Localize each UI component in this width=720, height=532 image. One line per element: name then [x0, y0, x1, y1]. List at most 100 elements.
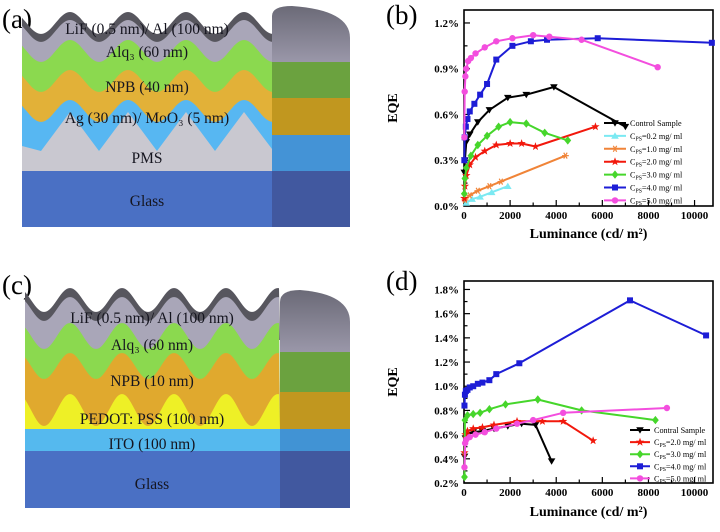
- side-ag-moo3: [272, 135, 350, 171]
- side-cap: [280, 290, 350, 352]
- y-tick-label: 0.3%: [434, 155, 459, 167]
- layer-label-lif-al: LiF (0.5 nm)/ Al (100 nm): [65, 21, 229, 38]
- layer-glass: [22, 171, 272, 227]
- layer-label-ito: ITO (100 nm): [109, 436, 196, 453]
- x-tick-label: 0: [461, 210, 467, 222]
- side-glass: [280, 451, 350, 508]
- chart-eqe-vs-luminance-pedot: 0 2000 4000 6000 8000 10000 0.2% 0.4% 0.6% 0.8% 1.…: [386, 280, 714, 520]
- layer-label-pedot-pss: PEDOT: PSS (100 nm): [80, 411, 224, 428]
- layer-label-lif-al: LiF (0.5 nm)/ Al (100 nm): [70, 310, 234, 327]
- legend-label: Contral Sample: [654, 426, 706, 435]
- legend-entry-control-sample: Control Sample: [604, 119, 682, 128]
- side-ito: [280, 429, 350, 451]
- panel-label-d: (d): [386, 266, 418, 296]
- device-diagram-pms: LiF (0.5 nm)/ Al (100 nm) Alq₃ (60 nm) N…: [22, 6, 350, 227]
- y-tick-label: 1.2%: [434, 18, 459, 30]
- layer-label-pms: PMS: [131, 150, 162, 167]
- legend-entry-cps-1.0: CPS=1.0 mg/ ml: [604, 145, 683, 156]
- layer-label-glass: Glass: [130, 193, 164, 210]
- layer-label-npb: NPB (10 nm): [110, 373, 194, 390]
- x-tick-label: 8000: [637, 210, 660, 222]
- legend-entry-cps-5.0: CPS=5.0 mg/ ml: [630, 474, 707, 485]
- series-cps-4.0: [461, 297, 710, 409]
- x-axis-title: Luminance (cd/ m²): [530, 505, 648, 520]
- series-cps-5.0: [461, 31, 661, 141]
- legend-entry-cps-2.0: CPS=2.0 mg/ ml: [604, 157, 683, 169]
- legend-label: CPS=3.0 mg/ ml: [654, 450, 707, 461]
- panel-label-c: (c): [2, 270, 32, 300]
- legend-entry-cps-5.0: CPS=5.0 mg/ ml: [604, 196, 683, 207]
- x-tick-label: 2000: [499, 210, 521, 222]
- layer-ito: [25, 429, 280, 451]
- chart-eqe-vs-luminance-pms: 0 2000 4000 6000 8000 10000 0.0% 0.3% 0.6% 0.9% 1.…: [386, 9, 715, 242]
- x-tick-label: 0: [461, 487, 467, 499]
- x-tick-label: 8000: [637, 487, 660, 499]
- y-tick-label: 0.9%: [434, 64, 459, 76]
- layer-label-alq3: Alq₃ (60 nm): [106, 44, 188, 61]
- legend: Control Sample CPS=0.2 mg/ ml CPS=1.0 mg/ …: [604, 119, 683, 207]
- x-axis-title: Luminance (cd/ m²): [530, 227, 648, 242]
- series-cps-3.0: [460, 117, 572, 198]
- series-cps-4.0: [461, 35, 715, 164]
- y-tick-label: 0.6%: [434, 430, 459, 442]
- legend-entry-cps-3.0: CPS=3.0 mg/ ml: [630, 450, 707, 461]
- y-tick-label: 0.4%: [434, 454, 459, 466]
- layer-pedot-pss: [25, 394, 280, 430]
- side-alq3: [272, 62, 350, 98]
- y-tick-label: 0.2%: [434, 478, 459, 490]
- device-c-layers: [25, 288, 350, 508]
- plot-border: [463, 280, 714, 484]
- x-tick-label: 4000: [545, 487, 568, 499]
- y-tick-label: 1.2%: [434, 357, 459, 369]
- legend-label: CPS=5.0 mg/ ml: [654, 474, 707, 485]
- axes: 0 2000 4000 6000 8000 10000 0.2% 0.4% 0.6% 0.8% 1.…: [434, 280, 714, 499]
- y-tick-label: 0.6%: [434, 109, 459, 121]
- legend-entry-cps-0.2: CPS=0.2 mg/ ml: [604, 132, 683, 143]
- legend-label: CPS=4.0 mg/ ml: [654, 462, 707, 473]
- y-tick-label: 1.8%: [434, 284, 459, 296]
- series-cps-0.2: [462, 182, 512, 206]
- x-tick-label: 6000: [591, 210, 614, 222]
- legend-label: CPS=2.0 mg/ ml: [654, 438, 707, 449]
- legend-entry-cps-3.0: CPS=3.0 mg/ ml: [604, 170, 683, 181]
- legend-label: CPS=2.0 mg/ ml: [630, 158, 683, 169]
- legend-entry-cps-2.0: CPS=2.0 mg/ ml: [630, 437, 707, 449]
- legend-entry-contral-sample: Contral Sample: [630, 426, 706, 435]
- y-tick-label: 0.0%: [434, 201, 459, 213]
- layer-label-npb: NPB (40 nm): [105, 79, 189, 96]
- legend-entry-cps-4.0: CPS=4.0 mg/ ml: [630, 462, 707, 473]
- y-tick-label: 0.8%: [434, 405, 459, 417]
- panel-label-b: (b): [386, 0, 418, 30]
- x-tick-label: 4000: [545, 210, 568, 222]
- legend-label: CPS=5.0 mg/ ml: [630, 196, 683, 207]
- series-cps-5.0: [461, 404, 671, 471]
- x-tick-label: 2000: [499, 487, 521, 499]
- series-cps-1.0: [461, 152, 569, 204]
- layer-glass: [25, 451, 280, 508]
- y-tick-label: 1.0%: [434, 381, 459, 393]
- layer-label-alq3: Alq₃ (60 nm): [111, 337, 193, 354]
- side-alq3: [280, 352, 350, 392]
- side-glass: [272, 171, 350, 227]
- device-diagram-pedot: LiF (0.5 nm)/ Al (100 nm) Alq₃ (60 nm) N…: [25, 288, 350, 508]
- side-npb: [272, 98, 350, 135]
- layer-label-ag-moo3: Ag (30 nm)/ MoO₃ (5 nm): [65, 110, 229, 127]
- y-axis-title: EQE: [386, 367, 401, 397]
- side-npb: [280, 392, 350, 429]
- legend-label: CPS=3.0 mg/ ml: [630, 171, 683, 182]
- legend-label: Control Sample: [630, 119, 682, 128]
- x-tick-label: 10000: [681, 210, 709, 222]
- y-tick-label: 1.4%: [434, 333, 459, 345]
- legend-label: CPS=4.0 mg/ ml: [630, 184, 683, 195]
- layer-pms: [22, 112, 272, 172]
- y-axis-title: EQE: [386, 93, 401, 123]
- layer-label-glass: Glass: [135, 476, 169, 493]
- side-cap: [272, 6, 350, 62]
- series-cps-3.0: [461, 395, 659, 482]
- device-a-layers: [22, 6, 350, 227]
- series-cps-2.0: [460, 416, 598, 457]
- legend-label: CPS=1.0 mg/ ml: [630, 145, 683, 156]
- legend-entry-cps-4.0: CPS=4.0 mg/ ml: [604, 184, 683, 195]
